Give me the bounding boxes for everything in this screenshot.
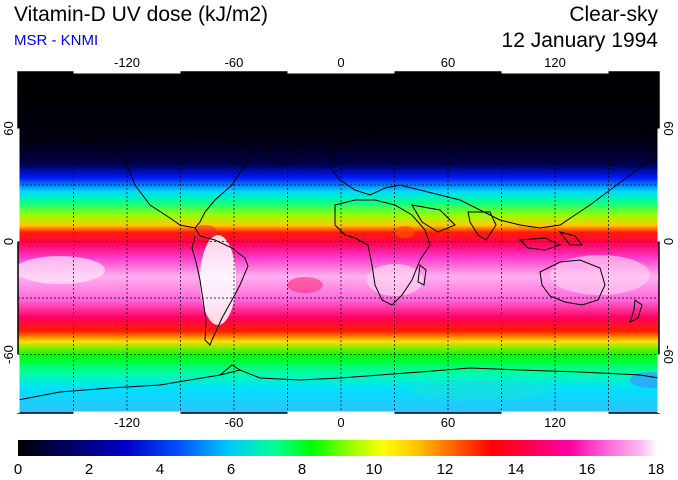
lat-tick-left: -60 [1, 345, 16, 364]
date-label: 12 January 1994 [501, 29, 658, 52]
lon-tick-top: -60 [225, 55, 244, 70]
lat-ticks-right: 60 0 -60 [661, 121, 676, 364]
coast-india [467, 211, 497, 241]
lon-tick-bottom: 120 [544, 415, 566, 430]
coast-antarctica [18, 367, 659, 401]
lon-tick-top: 0 [337, 55, 344, 70]
colorbar-label: 12 [437, 461, 454, 478]
colorbar-label: 6 [227, 461, 235, 478]
coast-africa [334, 199, 431, 306]
lon-tick-top: -120 [114, 55, 140, 70]
map-title: Vitamin-D UV dose (kJ/m2) [14, 3, 269, 26]
uv-dose-field [18, 72, 659, 413]
lon-tick-top: 120 [544, 55, 566, 70]
regional-variations [18, 225, 659, 400]
colorbar-labels: 0 2 4 6 8 10 12 14 16 18 [14, 461, 665, 478]
lon-tick-bottom: -120 [114, 415, 140, 430]
lon-tick-bottom: -60 [225, 415, 244, 430]
colorbar-label: 2 [85, 461, 93, 478]
lon-ticks-bottom: -120 -60 0 60 120 [114, 415, 566, 430]
coast-new-zealand [629, 299, 643, 323]
lat-tick-right: 0 [661, 238, 676, 245]
coast-indonesia [518, 237, 562, 251]
coast-eurasia [329, 119, 659, 229]
colorbar-label: 4 [156, 461, 164, 478]
gridlines [18, 72, 659, 413]
colorbar-label: 0 [14, 461, 22, 478]
lat-ticks-left: 60 0 -60 [1, 121, 16, 364]
coast-australia [539, 259, 606, 306]
lat-tick-right: -60 [661, 345, 676, 364]
lon-tick-bottom: 0 [337, 415, 344, 430]
sky-condition-label: Clear-sky [569, 3, 658, 26]
lon-tick-top: 60 [441, 55, 455, 70]
lat-tick-left: 0 [1, 238, 16, 245]
coast-madagascar [417, 264, 427, 286]
coast-greenland [261, 117, 311, 166]
lat-tick-left: 60 [1, 121, 16, 135]
coast-north-america [27, 127, 251, 229]
coast-arabia [411, 204, 456, 233]
colorbar-label: 8 [298, 461, 306, 478]
colorbar-gradient [18, 440, 658, 456]
colorbar: 0 2 4 6 8 10 12 14 16 18 [14, 440, 665, 478]
lon-tick-bottom: 60 [441, 415, 455, 430]
map-frame [16, 70, 661, 415]
colorbar-label: 16 [579, 461, 596, 478]
colorbar-label: 14 [508, 461, 525, 478]
lat-tick-right: 60 [661, 121, 676, 135]
colorbar-label: 10 [366, 461, 383, 478]
lon-ticks-top: -120 -60 0 60 120 [114, 55, 566, 70]
source-label: MSR - KNMI [14, 32, 99, 49]
coast-south-america [191, 227, 249, 346]
frame-bands [16, 70, 661, 415]
coastlines [18, 117, 659, 401]
colorbar-label: 18 [648, 461, 665, 478]
